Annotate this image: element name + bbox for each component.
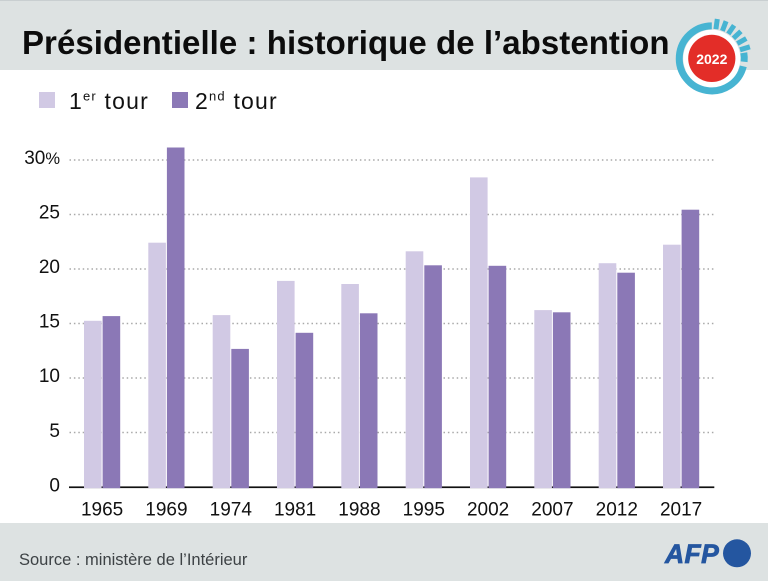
svg-text:20: 20 (39, 257, 60, 278)
svg-text:AFP: AFP (664, 539, 719, 569)
svg-text:30%: 30% (24, 148, 60, 169)
svg-text:1965: 1965 (81, 500, 123, 521)
svg-text:25: 25 (39, 203, 60, 224)
svg-text:15: 15 (39, 312, 60, 333)
svg-text:2002: 2002 (467, 500, 509, 521)
svg-text:2017: 2017 (660, 500, 702, 521)
svg-text:0: 0 (49, 475, 60, 496)
svg-text:1969: 1969 (145, 500, 187, 521)
svg-text:2012: 2012 (596, 500, 638, 521)
svg-text:1988: 1988 (338, 500, 380, 521)
svg-text:5: 5 (49, 421, 60, 442)
svg-text:1995: 1995 (403, 500, 445, 521)
svg-text:2007: 2007 (531, 500, 573, 521)
svg-text:1981: 1981 (274, 500, 316, 521)
svg-text:2022: 2022 (696, 51, 727, 67)
svg-text:10: 10 (39, 366, 60, 387)
svg-text:1974: 1974 (210, 500, 253, 521)
